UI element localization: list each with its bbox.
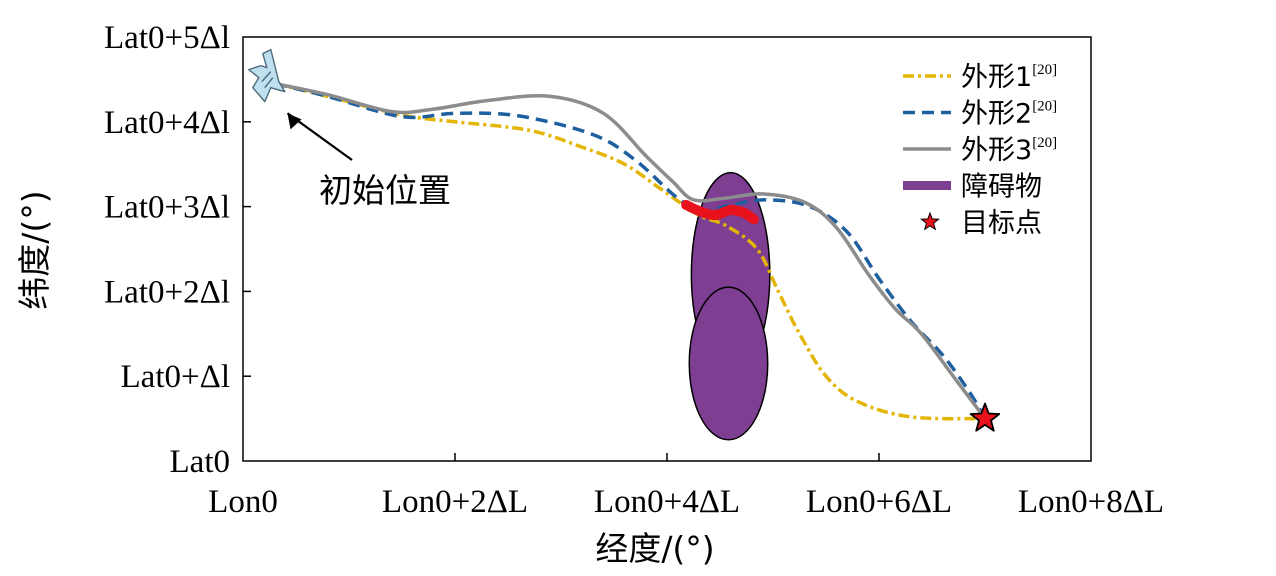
y-axis-title: 纬度/(°) [15,190,54,309]
aircraft-icon [248,48,286,103]
x-tick-label-3: Lon0+6ΔL [806,484,952,520]
annotation-arrowhead [287,113,302,130]
start-label: 初始位置 [319,171,451,210]
y-tick-label-1: Lat0+Δl [121,359,230,395]
axes: Lon0 Lon0+2ΔL Lon0+4ΔL Lon0+6ΔL Lon0+8ΔL Lat0… [104,20,1164,520]
legend-ref-3: [20] [1032,135,1057,151]
legend-ref-2: [20] [1032,99,1057,115]
y-tick-label-3: Lat0+3Δl [104,190,230,226]
plot-area: 初始位置 [248,48,1001,441]
x-axis-title: 经度/(°) [595,529,714,568]
y-tick-label-2: Lat0+2Δl [104,274,230,310]
y-tick-label-5: Lat0+5Δl [104,20,230,56]
legend-label-target: 目标点 [961,208,1042,239]
x-tick-label-2: Lon0+4ΔL [594,484,740,520]
x-tick-label-0: Lon0 [208,484,278,520]
legend-label-1: 外形1[20] [961,62,1057,93]
y-tick-label-4: Lat0+4Δl [104,105,230,141]
legend-star-icon [920,211,940,231]
legend-label-3: 外形3[20] [961,135,1057,166]
y-tick-label-0: Lat0 [170,444,230,480]
x-tick-label-1: Lon0+2ΔL [382,484,528,520]
trajectory-line-2 [274,81,987,420]
obstacle-ellipse-2 [688,286,769,441]
trajectory-line-1 [274,81,986,421]
target-star-marker [969,402,1001,432]
legend-label-obstacle: 障碍物 [961,172,1042,203]
trajectory-line-3 [273,81,987,421]
legend-label-2: 外形2[20] [961,99,1057,130]
impact-segment [681,199,759,225]
x-tick-label-4: Lon0+8ΔL [1018,484,1164,520]
legend-ref-1: [20] [1032,62,1057,78]
